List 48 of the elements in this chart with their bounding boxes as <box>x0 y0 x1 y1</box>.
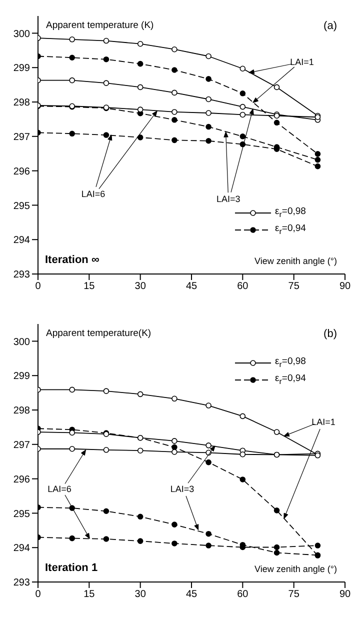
x-tick-label: 90 <box>339 281 351 292</box>
y-tick-label: 297 <box>13 440 30 451</box>
legend-label: ε$_{r}$=0,98 <box>275 206 306 219</box>
x-tick-label: 75 <box>288 589 300 600</box>
x-tick-label: 45 <box>186 281 198 292</box>
y-tick-label: 300 <box>13 28 30 40</box>
y-tick-label: 299 <box>13 63 30 74</box>
x-tick-label: 0 <box>35 281 42 292</box>
legend-label: ε$_{r}$=0,98 <box>275 356 306 369</box>
y-tick-label: 298 <box>13 406 30 417</box>
x-axis-title: View zenith angle (°) <box>254 256 337 266</box>
y-tick-label: 294 <box>13 543 30 554</box>
annotation: LAI=3 <box>216 194 240 204</box>
y-tick-label: 293 <box>13 578 30 589</box>
legend-label: ε$_{r}$=0,94 <box>275 373 306 386</box>
chart-title: (b) <box>324 328 337 340</box>
annotation: LAI=1 <box>312 417 336 428</box>
y-tick-label: 296 <box>13 474 30 486</box>
y-axis-title: Apparent temperature (K) <box>46 20 154 31</box>
y-tick-label: 295 <box>13 200 30 212</box>
x-tick-label: 45 <box>186 589 198 600</box>
text: Iteration 1 <box>45 562 98 574</box>
annotation: LAI=3 <box>170 484 194 494</box>
legend-label: ε$_{r}$=0,94 <box>275 223 306 236</box>
y-tick-label: 295 <box>13 508 30 520</box>
y-tick-label: 298 <box>13 98 30 109</box>
annotation: LAI=6 <box>48 484 72 494</box>
y-tick-label: 300 <box>13 336 30 348</box>
annotation: LAI=1 <box>290 57 314 68</box>
chart-title: (a) <box>324 20 337 32</box>
x-tick-label: 60 <box>237 281 249 292</box>
x-tick-label: 75 <box>288 281 300 292</box>
x-tick-label: 90 <box>339 589 351 600</box>
x-tick-label: 0 <box>35 589 42 600</box>
annotation: LAI=6 <box>81 189 106 200</box>
y-tick-label: 294 <box>13 235 30 246</box>
x-tick-label: 15 <box>84 589 96 600</box>
y-axis-title: Apparent temperature(K) <box>46 328 152 339</box>
y-tick-label: 299 <box>13 371 30 382</box>
text: Iteration ∞ <box>45 254 100 266</box>
x-tick-label: 30 <box>134 589 146 600</box>
y-tick-label: 296 <box>13 166 30 178</box>
x-tick-label: 30 <box>134 281 146 292</box>
x-tick-label: 15 <box>84 281 96 292</box>
x-axis-title: View zenith angle (°) <box>254 564 337 574</box>
y-tick-label: 297 <box>13 132 30 143</box>
x-tick-label: 60 <box>237 589 249 600</box>
y-tick-label: 293 <box>13 270 30 281</box>
